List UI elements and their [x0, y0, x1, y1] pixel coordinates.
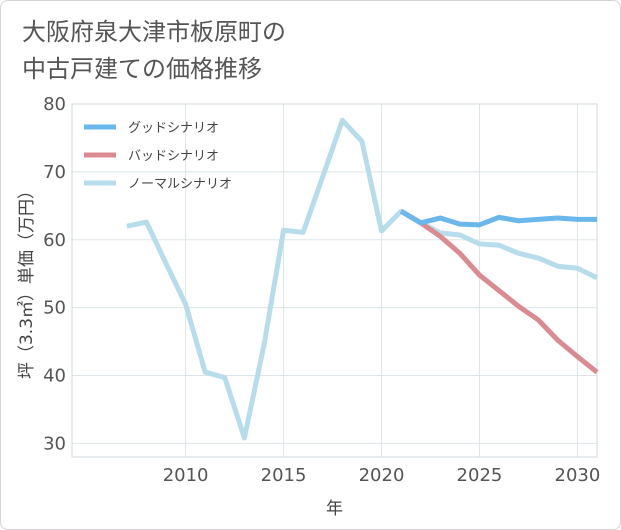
y-tick-label-80: 80: [43, 94, 66, 115]
chart-title-line2: 中古戸建ての価格推移: [22, 55, 262, 83]
legend-label-0: グッドシナリオ: [128, 121, 219, 136]
y-tick-label-50: 50: [43, 298, 66, 319]
y-tick-labels: 30 40 50 60 70 80: [43, 94, 66, 454]
y-axis-title: 坪（3.3㎡）単価（万円）: [17, 182, 37, 379]
x-axis-title: 年: [326, 499, 343, 519]
series-line-1: [399, 209, 599, 375]
chart-title-line1: 大阪府泉大津市板原町の: [22, 18, 286, 46]
x-tick-label-2025: 2025: [457, 465, 503, 486]
x-tick-label-2020: 2020: [359, 465, 405, 486]
legend-label-2: ノーマルシナリオ: [128, 177, 232, 192]
legend-label-1: バッドシナリオ: [128, 149, 219, 164]
series-line-2: [126, 117, 599, 441]
x-tick-label-2015: 2015: [261, 465, 307, 486]
y-tick-label-40: 40: [43, 366, 66, 387]
grid: [72, 103, 597, 457]
y-tick-label-70: 70: [43, 162, 66, 183]
x-tick-labels: 2010 2015 2020 2025 2030: [163, 465, 601, 486]
y-tick-label-60: 60: [43, 230, 66, 251]
x-tick-label-2010: 2010: [163, 465, 209, 486]
series-line-0: [399, 209, 597, 228]
y-tick-label-30: 30: [43, 433, 66, 454]
chart-title: 大阪府泉大津市板原町の 中古戸建ての価格推移: [22, 14, 442, 88]
plot-area-border: [71, 103, 598, 458]
series-layer: [126, 117, 599, 441]
x-tick-label-2030: 2030: [555, 465, 601, 486]
